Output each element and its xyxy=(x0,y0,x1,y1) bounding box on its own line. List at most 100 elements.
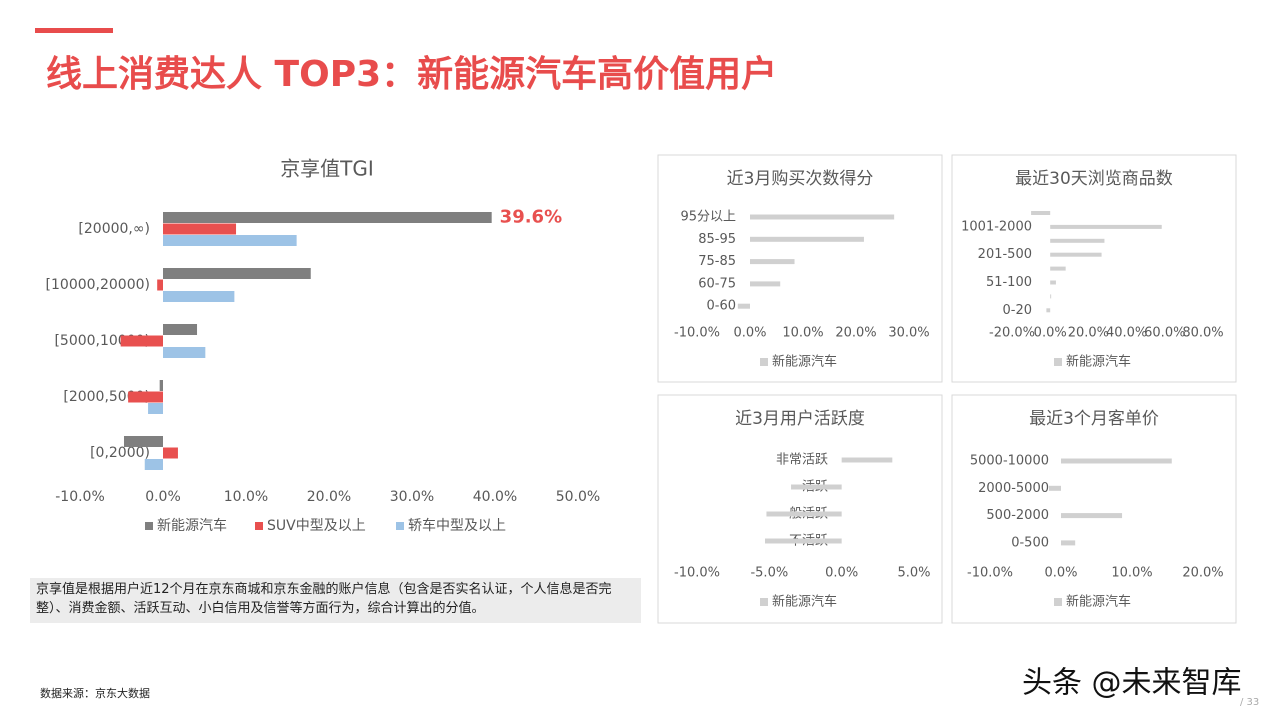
category-label: 500-2000 xyxy=(986,508,1049,523)
bar xyxy=(148,403,163,414)
x-tick-label: 30.0% xyxy=(888,326,929,341)
x-tick-label: 20.0% xyxy=(307,489,351,505)
x-tick-label: -20.0% xyxy=(989,326,1035,341)
bar xyxy=(841,457,893,463)
bar xyxy=(1061,540,1076,546)
bar xyxy=(764,538,842,544)
panel xyxy=(951,154,1237,383)
watermark: 头条 @未来智库 xyxy=(1022,666,1242,701)
category-label: 51-100 xyxy=(986,275,1032,290)
bar xyxy=(1050,294,1052,299)
legend-label: 新能源汽车 xyxy=(772,594,837,610)
slide-title: 线上消费达人 TOP3：新能源汽车高价值用户 xyxy=(46,54,777,95)
x-tick-label: 30.0% xyxy=(390,489,434,505)
x-tick-label: 60.0% xyxy=(1144,326,1185,341)
bar xyxy=(1031,211,1051,215)
x-tick-label: 0.0% xyxy=(825,566,858,581)
title-accent xyxy=(35,28,113,33)
x-tick-label: 10.0% xyxy=(782,326,823,341)
bar xyxy=(123,436,163,447)
bar xyxy=(1050,266,1066,271)
bar xyxy=(157,279,163,291)
chart-title: 京享值TGI xyxy=(280,157,374,181)
x-tick-label: -10.0% xyxy=(967,566,1013,581)
category-label: 75-85 xyxy=(698,254,736,269)
bar xyxy=(128,391,163,403)
bar xyxy=(163,212,492,223)
bar xyxy=(737,303,750,309)
panel xyxy=(657,154,943,383)
bar xyxy=(766,511,842,517)
legend-label: SUV中型及以上 xyxy=(267,518,366,534)
x-tick-label: 10.0% xyxy=(224,489,268,505)
bar xyxy=(159,380,163,391)
x-tick-label: 0.0% xyxy=(1044,566,1077,581)
category-label: 60-75 xyxy=(698,276,736,291)
x-tick-label: 10.0% xyxy=(1111,566,1152,581)
panel xyxy=(951,394,1237,624)
source: 数据来源：京东大数据 xyxy=(40,686,150,700)
chart-title: 近3月用户活跃度 xyxy=(735,409,865,429)
category-label: [0,2000) xyxy=(90,445,150,461)
bar xyxy=(163,324,198,335)
legend-swatch xyxy=(396,522,404,530)
category-label: 85-95 xyxy=(698,232,736,247)
legend-swatch xyxy=(1054,358,1062,366)
bar xyxy=(1050,252,1102,257)
category-label: 201-500 xyxy=(978,247,1032,262)
category-label: [10000,20000) xyxy=(46,277,150,293)
category-label: 5000-10000 xyxy=(970,454,1049,469)
legend-swatch xyxy=(760,358,768,366)
bar xyxy=(163,291,235,302)
legend-label: 新能源汽车 xyxy=(157,517,227,534)
bar xyxy=(750,259,795,265)
bar xyxy=(750,214,895,220)
legend-swatch xyxy=(145,522,153,530)
x-tick-label: 40.0% xyxy=(1106,326,1147,341)
x-tick-label: 0.0% xyxy=(733,326,766,341)
note-box xyxy=(30,578,641,623)
x-tick-label: 0.0% xyxy=(145,489,181,505)
x-tick-label: 40.0% xyxy=(473,489,517,505)
x-tick-label: 50.0% xyxy=(556,489,600,505)
category-label: [20000,∞) xyxy=(78,221,150,237)
value-label: 39.6% xyxy=(500,207,562,228)
note-container: 京享值是根据用户近12个月在京东商城和京东金融的账户信息（包含是否实名认证，个人… xyxy=(36,582,612,616)
category-label: 2000-5000 xyxy=(978,481,1049,496)
bar xyxy=(1050,238,1105,243)
category-label: 1001-2000 xyxy=(961,219,1032,234)
bar xyxy=(1061,513,1123,519)
legend-swatch xyxy=(255,522,263,530)
x-tick-label: 20.0% xyxy=(1182,566,1223,581)
x-tick-label: 80.0% xyxy=(1182,326,1223,341)
category-label: 非常活跃 xyxy=(776,453,828,468)
chart-title: 近3月购买次数得分 xyxy=(727,169,874,189)
note: 京享值是根据用户近12个月在京东商城和京东金融的账户信息（包含是否实名认证，个人… xyxy=(36,582,612,616)
bar xyxy=(1061,458,1172,464)
bar xyxy=(144,459,163,470)
bar xyxy=(1050,224,1162,229)
chart-title: 最近3个月客单价 xyxy=(1029,409,1159,429)
x-tick-label: 20.0% xyxy=(835,326,876,341)
legend-swatch xyxy=(1054,598,1062,606)
x-tick-label: -5.0% xyxy=(750,566,788,581)
legend-label: 新能源汽车 xyxy=(1066,354,1131,370)
bar xyxy=(163,235,297,246)
legend-swatch xyxy=(760,598,768,606)
x-tick-label: -10.0% xyxy=(674,326,720,341)
legend-label: 新能源汽车 xyxy=(772,354,837,370)
bar xyxy=(163,347,206,358)
bar xyxy=(1046,308,1051,313)
bar xyxy=(163,447,178,459)
x-tick-label: 20.0% xyxy=(1068,326,1109,341)
category-label: 95分以上 xyxy=(680,210,736,225)
bar xyxy=(1048,485,1061,491)
bar xyxy=(750,236,864,242)
chart-title: 最近30天浏览商品数 xyxy=(1015,169,1173,189)
x-tick-label: 5.0% xyxy=(897,566,930,581)
bar xyxy=(1050,280,1056,285)
category-label: 0-500 xyxy=(1011,535,1049,550)
category-label: 0-20 xyxy=(1002,303,1032,318)
panel xyxy=(657,394,943,624)
